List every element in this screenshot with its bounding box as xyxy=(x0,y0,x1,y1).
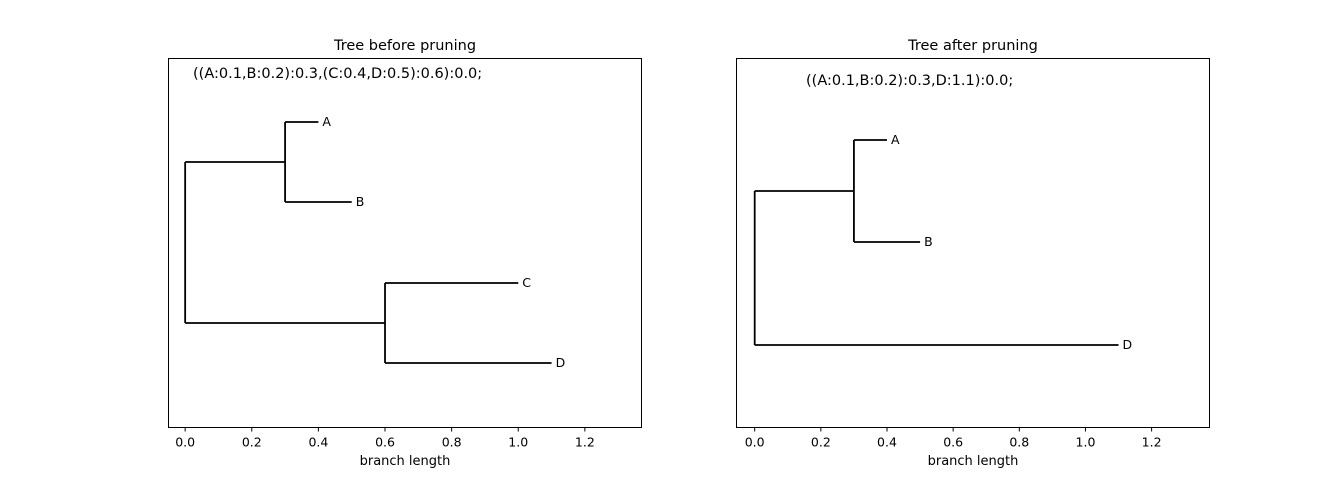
x-tick-label: 1.2 xyxy=(575,435,595,450)
plot-frame-before xyxy=(168,58,642,428)
leaf-label-B: B xyxy=(356,194,365,209)
leaf-label-C: C xyxy=(522,275,531,290)
x-tick-label: 0.6 xyxy=(375,435,395,450)
panel-after: Tree after pruning ((A:0.1,B:0.2):0.3,D:… xyxy=(736,38,1210,469)
x-axis-label-after: branch length xyxy=(928,454,1019,469)
x-axis-ticks-after: 0.0 0.2 0.4 0.6 0.8 1.0 1.2 xyxy=(745,427,1162,450)
x-tick-label: 1.0 xyxy=(508,435,528,450)
x-axis-label-before: branch length xyxy=(360,454,451,469)
x-tick-label: 0.6 xyxy=(943,435,963,450)
x-tick-label: 0.0 xyxy=(175,435,195,450)
branches-before: A B C D xyxy=(184,114,566,370)
leaf-label-A: A xyxy=(891,132,900,147)
x-tick-label: 0.8 xyxy=(1009,435,1029,450)
newick-annotation-after: ((A:0.1,B:0.2):0.3,D:1.1):0.0; xyxy=(806,73,1013,89)
leaf-label-D: D xyxy=(1123,337,1133,352)
leaf-label-D: D xyxy=(556,355,566,370)
x-tick-label: 1.0 xyxy=(1076,435,1096,450)
x-tick-label: 0.8 xyxy=(442,435,462,450)
x-tick-label: 0.2 xyxy=(811,435,831,450)
plot-frame-after xyxy=(736,58,1210,428)
x-tick-label: 0.4 xyxy=(308,435,328,450)
x-tick-label: 1.2 xyxy=(1142,435,1162,450)
x-tick-label: 0.0 xyxy=(745,435,765,450)
newick-annotation-before: ((A:0.1,B:0.2):0.3,(C:0.4,D:0.5):0.6):0.… xyxy=(193,66,482,82)
leaf-label-A: A xyxy=(322,114,331,129)
panel-title-before: Tree before pruning xyxy=(333,38,476,54)
x-tick-label: 0.2 xyxy=(242,435,262,450)
leaf-label-B: B xyxy=(924,234,933,249)
x-tick-label: 0.4 xyxy=(877,435,897,450)
panel-title-after: Tree after pruning xyxy=(907,38,1038,54)
branches-after: A B D xyxy=(753,132,1133,352)
x-axis-ticks-before: 0.0 0.2 0.4 0.6 0.8 1.0 1.2 xyxy=(175,427,595,450)
panel-before: Tree before pruning ((A:0.1,B:0.2):0.3,(… xyxy=(168,38,642,469)
